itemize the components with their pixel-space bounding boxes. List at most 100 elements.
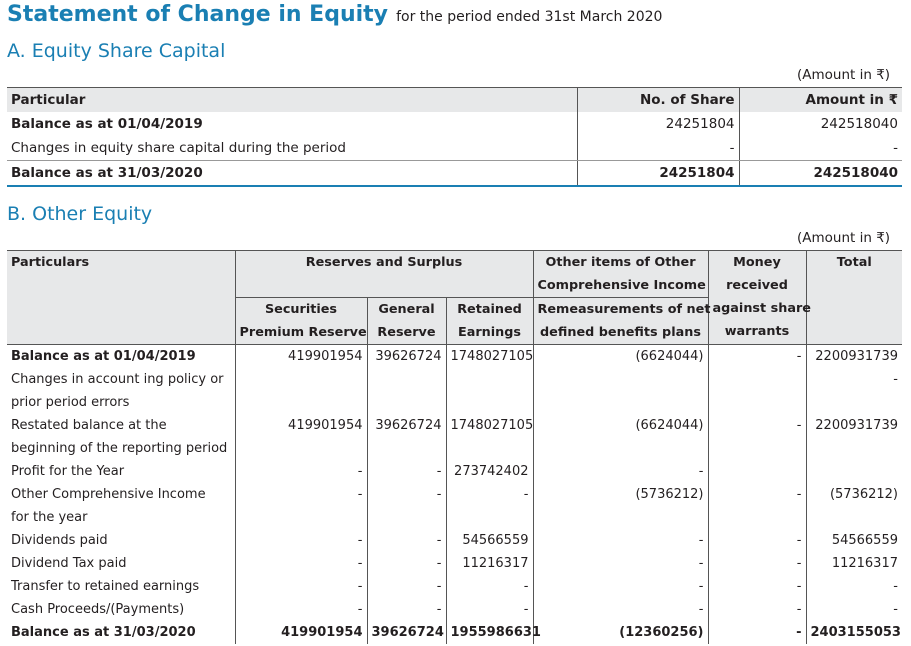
table-row: Dividend Tax paid - -11216317- -11216317 (7, 552, 902, 575)
cell-money-received: - (707, 414, 806, 460)
cell-total: - (805, 368, 902, 414)
statement-title: Statement of Change in Equity (7, 2, 389, 27)
cell-securities-premium: 419901954 (234, 344, 367, 368)
row-label: Cash Proceeds/(Payments) (7, 598, 235, 621)
cell-general-reserve: - (366, 529, 446, 552)
table-row: Changes in account ing policy or prior pe… (7, 368, 902, 414)
table-row: Transfer to retained earnings - - - - - - (7, 575, 902, 598)
row-label: Dividends paid (7, 529, 235, 552)
cell-total: 54566559 (805, 529, 902, 552)
cell-general-reserve: 39626724 (366, 344, 446, 368)
row-shares: 24251804 (576, 160, 739, 187)
cell-securities-premium (234, 368, 367, 414)
header-general-line2: Reserve (377, 325, 436, 340)
cell-total: 2200931739 (805, 414, 902, 460)
cell-total: 11216317 (805, 552, 902, 575)
table-row: Other Comprehensive Income for the year - -… (7, 483, 902, 529)
row-shares: - (576, 136, 739, 161)
cell-securities-premium: - (234, 552, 367, 575)
cell-securities-premium: - (234, 598, 367, 621)
row-label: Balance as at 01/04/2019 (11, 116, 203, 132)
cell-money-received: - (707, 575, 806, 598)
header-retained-line2: Earnings (457, 325, 522, 340)
table-subheader-row: Securities Premium Reserve General Reser… (7, 297, 902, 345)
cell-remeasurements: - (532, 598, 708, 621)
row-label-line1: Dividend Tax paid (11, 556, 127, 571)
cell-total (805, 460, 902, 483)
row-label-line1: Profit for the Year (11, 464, 125, 479)
table-row: Balance as at 01/04/2019 419901954 3962672… (7, 344, 902, 368)
equity-share-capital-table: Particular No. of Share Amount in ₹ Bala… (7, 87, 902, 187)
cell-total: - (805, 575, 902, 598)
cell-money-received: - (707, 621, 806, 644)
cell-retained-earnings: - (445, 575, 533, 598)
cell-securities-premium: - (234, 483, 367, 529)
header-money-line2: received (726, 278, 788, 293)
table-row: Balance as at 31/03/2020 419901954 3962672… (7, 621, 902, 644)
row-label-line1: Balance as at 31/03/2020 (11, 625, 196, 640)
header-remeasurements: Remeasurements of net defined benefits p… (532, 297, 711, 345)
header-particulars: Particulars (7, 250, 235, 345)
cell-remeasurements: (6624044) (532, 344, 708, 368)
cell-total: (5736212) (805, 483, 902, 529)
header-total: Total (805, 250, 902, 345)
row-label-line2: for the year (11, 510, 88, 525)
cell-retained-earnings: 1748027105 (445, 414, 533, 460)
page-title: Statement of Change in Equity for the pe… (7, 2, 662, 27)
cell-money-received (707, 368, 806, 414)
cell-general-reserve: - (366, 575, 446, 598)
cell-securities-premium: 419901954 (234, 621, 367, 644)
cell-retained-earnings: - (445, 598, 533, 621)
section-b-heading: B. Other Equity (7, 203, 153, 225)
cell-retained-earnings: - (445, 483, 533, 529)
header-general-line1: General (378, 302, 435, 317)
cell-retained-earnings: 11216317 (445, 552, 533, 575)
row-label: Balance as at 01/04/2019 (7, 344, 235, 368)
cell-remeasurements (532, 368, 708, 414)
row-label: Restated balance at the beginning of the … (7, 414, 235, 460)
row-shares: 24251804 (576, 112, 739, 136)
cell-remeasurements: - (532, 460, 708, 483)
row-label-line1: Dividends paid (11, 533, 108, 548)
header-general-reserve: General Reserve (366, 297, 446, 345)
header-remeasure-line1: Remeasurements of net (537, 302, 711, 317)
cell-money-received: - (707, 552, 806, 575)
section-a-amount-note: (Amount in ₹) (797, 67, 891, 83)
table-row: Balance as at 31/03/2020 24251804 242518… (7, 160, 902, 187)
row-amount: - (738, 136, 902, 161)
cell-general-reserve: - (366, 552, 446, 575)
cell-general-reserve: - (366, 483, 446, 529)
cell-retained-earnings: 1748027105 (445, 344, 533, 368)
section-b-amount-note: (Amount in ₹) (797, 230, 891, 246)
cell-money-received: - (707, 598, 806, 621)
row-label-line1: Cash Proceeds/(Payments) (11, 602, 185, 617)
header-reserves-surplus: Reserves and Surplus (234, 250, 533, 298)
row-label: Other Comprehensive Income for the year (7, 483, 235, 529)
row-label: Balance as at 31/03/2020 (7, 621, 235, 644)
table-row: Changes in equity share capital during t… (7, 136, 902, 161)
cell-remeasurements: (6624044) (532, 414, 708, 460)
header-oci-line1: Other items of Other (545, 255, 696, 270)
cell-total: 2403155053 (805, 621, 902, 644)
table-row: Profit for the Year - -273742402- (7, 460, 902, 483)
cell-total: - (805, 598, 902, 621)
header-money-line4: warrants (724, 324, 790, 339)
cell-general-reserve: 39626724 (366, 621, 446, 644)
table-header-row: Particular No. of Share Amount in ₹ (7, 87, 902, 112)
row-label: Dividend Tax paid (7, 552, 235, 575)
cell-retained-earnings (445, 368, 533, 414)
cell-general-reserve: - (366, 598, 446, 621)
row-label: Profit for the Year (7, 460, 235, 483)
row-label-line1: Changes in account ing policy or (11, 372, 224, 387)
header-securities-premium: Securities Premium Reserve (234, 297, 367, 345)
table-row: Restated balance at the beginning of the … (7, 414, 902, 460)
cell-retained-earnings: 54566559 (445, 529, 533, 552)
header-securities-line2: Premium Reserve (239, 325, 367, 340)
row-label: Balance as at 31/03/2020 (7, 160, 577, 187)
cell-securities-premium: - (234, 460, 367, 483)
cell-securities-premium: - (234, 529, 367, 552)
cell-remeasurements: - (532, 529, 708, 552)
row-label: Transfer to retained earnings (7, 575, 235, 598)
cell-securities-premium: - (234, 575, 367, 598)
table-row: Dividends paid - -54566559- -54566559 (7, 529, 902, 552)
